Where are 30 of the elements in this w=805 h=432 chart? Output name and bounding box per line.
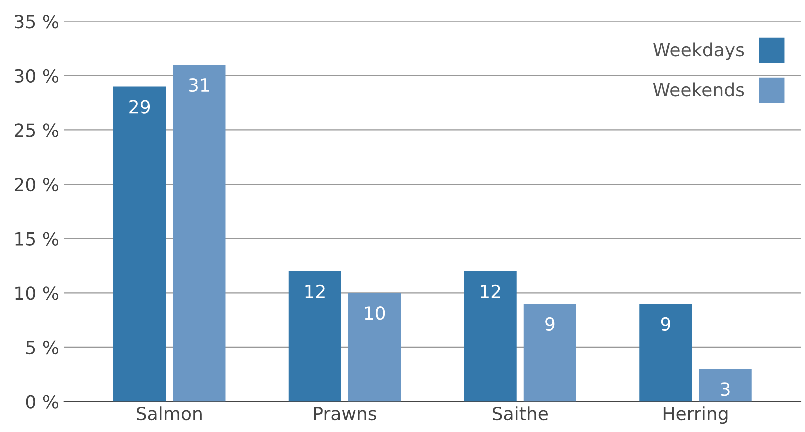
- bar: [348, 293, 402, 402]
- data-label: 9: [546, 317, 555, 332]
- y-tick-label: 5 %: [26, 340, 59, 355]
- y-tick-label: 30 %: [15, 69, 59, 84]
- y-tick-label: 25 %: [14, 124, 59, 138]
- data-label: 10: [365, 306, 386, 320]
- data-label: 12: [481, 284, 500, 298]
- x-tick-label: Herring: [664, 406, 728, 424]
- bar: [699, 369, 752, 402]
- bar: [524, 304, 576, 402]
- bar: [114, 86, 166, 402]
- x-tick-label: Salmon: [137, 406, 202, 421]
- data-label: 29: [130, 100, 150, 114]
- bar: [464, 271, 517, 402]
- y-tick-label: 0 %: [26, 395, 59, 409]
- legend-label: Weekends: [653, 82, 744, 97]
- y-tick-label: 10 %: [16, 286, 59, 300]
- data-label: 31: [189, 78, 210, 92]
- legend-label: Weekdays: [654, 42, 744, 60]
- x-tick-label: Prawns: [314, 407, 376, 421]
- data-label: 9: [661, 317, 670, 332]
- y-tick-label: 20 %: [14, 178, 59, 192]
- bar: [173, 65, 226, 402]
- bar: [640, 304, 692, 402]
- y-tick-label: 35 %: [15, 15, 59, 29]
- y-tick-label: 15 %: [16, 232, 59, 246]
- data-label: 3: [721, 382, 730, 396]
- x-tick-label: Saithe: [492, 406, 548, 421]
- data-label: 12: [306, 284, 325, 298]
- bar: [288, 271, 342, 402]
